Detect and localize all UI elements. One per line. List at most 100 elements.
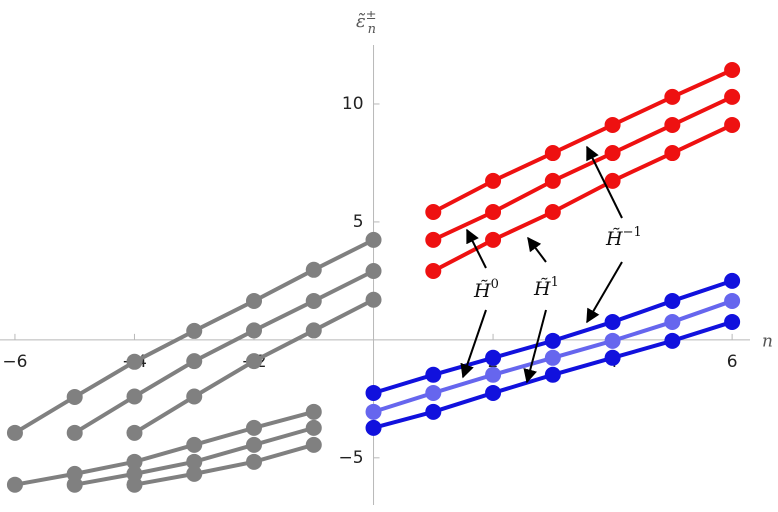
point [186, 453, 203, 470]
point [664, 145, 681, 162]
point [604, 332, 621, 349]
point [186, 353, 203, 370]
plot-area [6, 62, 741, 493]
point [604, 116, 621, 133]
point [126, 476, 143, 493]
arrow [460, 309, 487, 379]
annotation-base: H̃ [473, 280, 491, 302]
point [186, 322, 203, 339]
point [664, 292, 681, 309]
point [664, 313, 681, 330]
series-line [14, 409, 315, 487]
y-axis-label: ε̃± n [356, 8, 377, 37]
point [365, 231, 382, 248]
point [544, 204, 561, 221]
point [246, 322, 262, 339]
point [724, 313, 741, 330]
point [66, 424, 83, 441]
point [544, 172, 561, 189]
annotation-sup: 1 [551, 275, 559, 290]
point [365, 419, 382, 436]
point [365, 291, 382, 308]
point [425, 403, 442, 420]
point [604, 172, 621, 189]
point [724, 88, 741, 105]
x-axis-label: n [762, 332, 773, 352]
arrow [527, 236, 547, 263]
point [246, 353, 262, 370]
point [425, 262, 442, 279]
label-bg [530, 272, 570, 304]
point [246, 419, 262, 436]
point [365, 262, 382, 279]
series-line [73, 269, 375, 435]
x-tick-label: −6 [2, 352, 27, 372]
point [425, 204, 442, 221]
point [305, 403, 322, 420]
point [544, 332, 561, 349]
annotation-sup: −1 [623, 225, 642, 240]
annotation-sup: 0 [491, 277, 499, 292]
arrow [586, 261, 623, 324]
point [66, 388, 83, 405]
point [544, 145, 561, 162]
annotation-base: H̃ [533, 278, 551, 300]
point [604, 145, 621, 162]
label-bg [600, 222, 656, 256]
point [66, 476, 83, 493]
annotation: H̃1 [533, 275, 559, 301]
point [365, 384, 382, 401]
point [126, 388, 143, 405]
point [6, 476, 23, 493]
point [305, 322, 322, 339]
point [664, 332, 681, 349]
point [425, 231, 442, 248]
point [246, 453, 262, 470]
annotation-base: H̃ [605, 228, 623, 250]
point [425, 366, 442, 383]
annotation: H̃−1 [605, 225, 642, 251]
y-label-symbol: ε̃ [356, 11, 366, 32]
point [485, 349, 502, 366]
point [485, 366, 502, 383]
arrow [586, 145, 623, 219]
point [604, 313, 621, 330]
point [186, 465, 203, 482]
point [724, 116, 741, 133]
label-bg [470, 276, 510, 306]
y-label-sub: n [368, 22, 376, 37]
point [664, 88, 681, 105]
arrow [466, 228, 487, 269]
point [485, 231, 502, 248]
point [186, 436, 203, 453]
point [544, 349, 561, 366]
annotation: H̃0 [473, 277, 499, 303]
point [485, 384, 502, 401]
point [425, 384, 442, 401]
point [305, 292, 322, 309]
point [126, 453, 143, 470]
series-line [432, 68, 733, 214]
point [246, 292, 262, 309]
annotation-arrows [460, 145, 623, 384]
point [305, 436, 322, 453]
point [186, 388, 203, 405]
point [485, 172, 502, 189]
point [485, 204, 502, 221]
point [664, 116, 681, 133]
point [365, 403, 382, 420]
arrow [523, 309, 547, 384]
series-line [432, 123, 733, 273]
point [724, 62, 741, 79]
series-line [432, 95, 733, 242]
point [6, 424, 23, 441]
point [126, 353, 143, 370]
point [126, 424, 143, 441]
y-tick-label: 5 [353, 212, 364, 232]
y-label-sup: ± [366, 8, 377, 23]
point [246, 436, 262, 453]
x-tick-label: 6 [727, 352, 738, 372]
point [724, 272, 741, 289]
y-tick-label: −5 [338, 448, 363, 468]
